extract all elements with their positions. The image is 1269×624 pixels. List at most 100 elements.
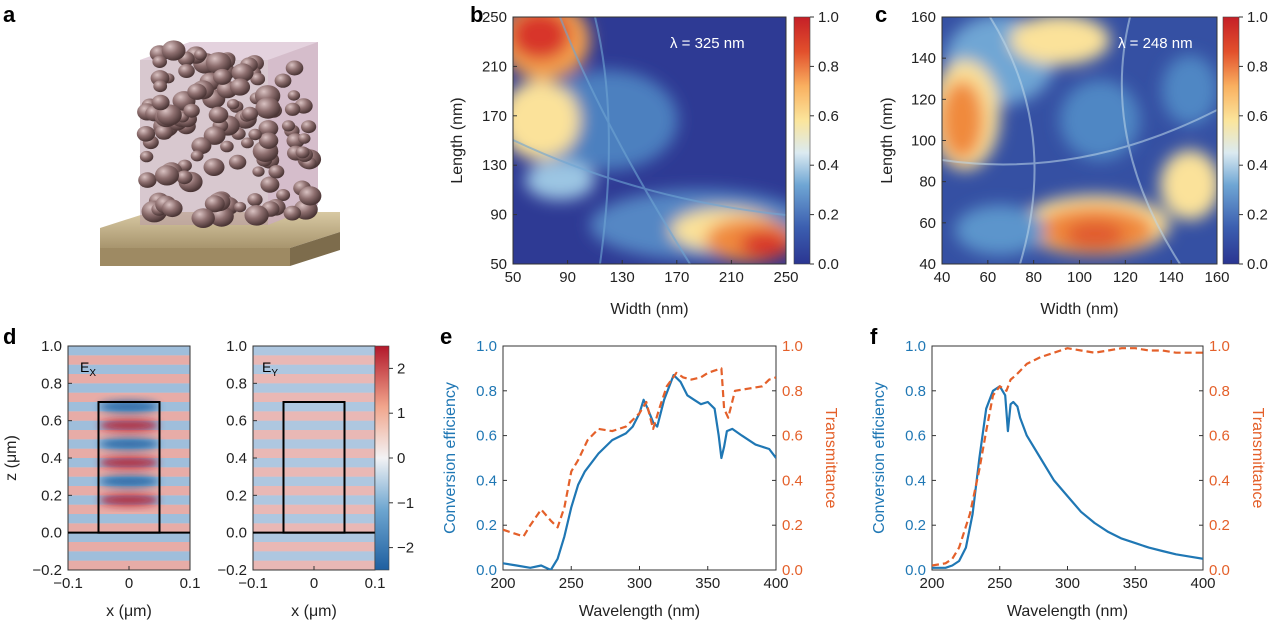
axes-f-y2tick-label: 0.2	[1209, 517, 1230, 534]
axes-e-y2tick-label: 1.0	[782, 338, 803, 355]
field-stripe	[253, 346, 375, 356]
field-stripe	[68, 467, 190, 477]
field-stripe	[68, 551, 190, 561]
field-stripe	[68, 486, 190, 496]
axes-c-ytick-label: 40	[919, 256, 936, 273]
colorbar-b-tick-label: 0.6	[818, 108, 839, 125]
axes-d2-xtick-label: −0.1	[238, 575, 268, 592]
nanoparticle	[283, 205, 301, 221]
axes-e-xtick-label: 350	[695, 575, 720, 592]
field-stripe	[253, 420, 375, 430]
field-stripe	[253, 448, 375, 458]
transmittance-line-f	[932, 347, 1203, 567]
field-label-ey-main: E	[262, 359, 271, 375]
efficiency-line-e	[503, 374, 776, 570]
axes-f-y2tick-label: 0.0	[1209, 562, 1230, 579]
field-lobe	[99, 475, 159, 488]
axes-e-ytick-label: 0.6	[476, 428, 497, 445]
panel-label-b: b	[470, 2, 483, 27]
nanoparticle	[229, 78, 251, 96]
field-stripe	[253, 523, 375, 533]
axes-c-xtick-label: 160	[1204, 269, 1229, 286]
field-stripe	[253, 392, 375, 402]
ylabel-b: Length (nm)	[449, 97, 466, 183]
axes-d1-ytick-label: 0.0	[41, 525, 62, 542]
nanoparticle	[208, 106, 229, 124]
panel-label-e: e	[440, 324, 452, 349]
panel-label-d: d	[3, 324, 16, 349]
axes-d2-ytick-label: 0.2	[226, 487, 247, 504]
field-stripe	[68, 392, 190, 402]
colorbar-ticks-b: 0.0 0.2 0.4 0.6 0.8 1.0	[810, 9, 839, 273]
field-stripe	[68, 523, 190, 533]
plot-area-e	[503, 367, 776, 570]
nanoparticle	[213, 68, 232, 85]
axes-e-xtick-label: 200	[490, 575, 515, 592]
nanoparticle	[162, 199, 183, 218]
colorbar-c-tick-label: 0.0	[1247, 256, 1268, 273]
axes-f: 200 250 300 350 4000.00.20.40.60.81.00.00.20…	[871, 338, 1266, 620]
field-stripe	[253, 486, 375, 496]
axes-c: 40 60 80 100 120 140 160 40 60 80 100 120 140 160 Widt…	[879, 9, 1230, 318]
xlabel-f: Wavelength (nm)	[1007, 603, 1128, 620]
axes-c-xtick-label: 60	[979, 269, 996, 286]
field-stripe	[253, 430, 375, 440]
transmittance-line-e	[503, 367, 776, 538]
nanoparticle	[191, 208, 215, 229]
xlabel-e: Wavelength (nm)	[579, 603, 700, 620]
axes-f-ytick-label: 0.8	[905, 383, 926, 400]
field-label-ey: EY	[262, 359, 278, 379]
nanoparticle	[176, 170, 193, 185]
field-stripe	[253, 383, 375, 393]
xlabel-d: x (μm)	[291, 603, 337, 620]
panel-label-f: f	[870, 324, 878, 349]
field-label-ey-sub: Y	[271, 368, 278, 379]
nanoparticle	[231, 63, 254, 82]
axes-f-ytick-label: 0.4	[905, 472, 926, 489]
field-stripe	[68, 430, 190, 440]
axes-f-ytick-label: 1.0	[905, 338, 926, 355]
ylabel-f: Conversion efficiency	[871, 382, 888, 534]
axes-b-xtick-label: 170	[664, 269, 689, 286]
nanoparticle	[276, 189, 291, 201]
field-lobe	[99, 400, 159, 413]
axes-c-xtick-label: 80	[1025, 269, 1042, 286]
axes-b-ytick-label: 90	[490, 207, 507, 224]
axes-e-ytick-label: 0.0	[476, 562, 497, 579]
axes-b-ytick-label: 170	[482, 108, 507, 125]
field-lobe	[99, 456, 159, 469]
nanoparticle	[241, 106, 259, 121]
nanoparticle	[247, 193, 263, 207]
axes-e-frame	[502, 345, 777, 571]
nanoparticle	[258, 120, 279, 137]
axes-d2-xtick-label: 0.1	[365, 575, 386, 592]
nanoparticle	[260, 176, 280, 193]
nanoparticle	[138, 172, 157, 188]
nanoparticle	[161, 40, 186, 61]
axes-f-y2tick-label: 1.0	[1209, 338, 1230, 355]
axes-f-xtick-label: 300	[1055, 575, 1080, 592]
field-stripe	[253, 542, 375, 552]
nanoparticle	[285, 60, 304, 76]
axes-e-xtick-label: 250	[559, 575, 584, 592]
nanoparticle	[205, 52, 232, 74]
axes-c-xtick-label: 120	[1113, 269, 1138, 286]
axes-b: 50 90 130 170 210 250 50 90 130 170 210 250 Width (n…	[449, 9, 799, 318]
panel-label-a: a	[3, 2, 16, 27]
colorbar-d-tick-label: 0	[397, 450, 405, 467]
axes-c-ytick-label: 140	[911, 50, 936, 67]
field-stripe	[253, 364, 375, 374]
axes-b-ytick-label: 50	[490, 256, 507, 273]
field-lobe	[99, 438, 159, 450]
nanoparticle	[155, 165, 179, 186]
axes-f-y2tick-label: 0.4	[1209, 472, 1230, 489]
axes-d1-ytick-label: 1.0	[41, 338, 62, 355]
axes-b-xtick-label: 210	[719, 269, 744, 286]
axes-d2-ytick-label: −0.2	[217, 562, 247, 579]
nanoparticle	[258, 132, 279, 149]
axes-f-ytick-label: 0.2	[905, 517, 926, 534]
xlabel-d: x (μm)	[106, 603, 152, 620]
field-stripe	[68, 504, 190, 514]
axes-e-xtick-label: 400	[763, 575, 788, 592]
nanoparticle	[136, 126, 156, 142]
